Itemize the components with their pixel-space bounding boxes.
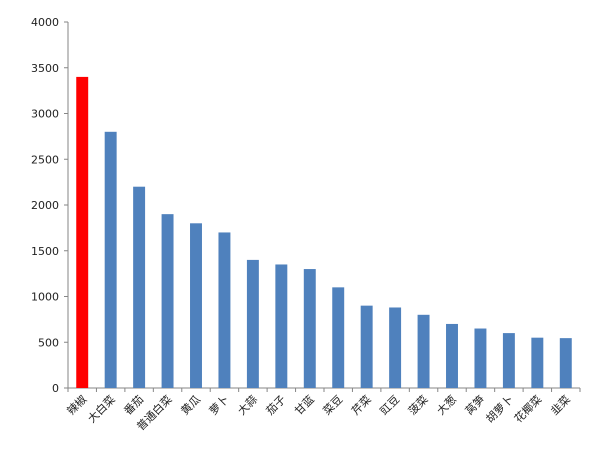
x-tick-label: 韭菜 [548, 393, 573, 418]
x-tick-label: 菠菜 [406, 393, 431, 418]
bar-12 [417, 314, 430, 388]
bar-1 [104, 131, 117, 389]
y-tick-label: 2000 [31, 199, 59, 212]
bar-10 [360, 305, 373, 388]
bar-8 [303, 269, 316, 388]
bar-5 [218, 232, 231, 388]
x-tick-label: 胡萝卜 [483, 392, 516, 425]
x-tick-label: 甘蓝 [292, 393, 317, 418]
x-tick-label: 大葱 [434, 392, 459, 417]
bar-7 [275, 264, 288, 388]
bar-13 [446, 323, 458, 388]
bar-11 [389, 307, 402, 388]
x-tick-label: 大蒜 [235, 392, 260, 417]
y-tick-label: 4000 [31, 16, 59, 29]
x-tick-label: 菜豆 [321, 393, 346, 418]
x-tick-label: 莴笋 [462, 392, 487, 417]
bar-15 [502, 333, 515, 388]
x-tick-label: 大白菜 [85, 392, 118, 425]
y-tick-label: 0 [52, 382, 59, 395]
bar-16 [531, 337, 544, 388]
bar-14 [474, 328, 487, 388]
x-tick-label: 辣椒 [64, 392, 89, 417]
bar-2 [133, 186, 146, 388]
y-tick-label: 1500 [31, 245, 59, 258]
x-tick-label: 芹菜 [349, 393, 374, 418]
bar-9 [332, 287, 345, 388]
y-tick-label: 3500 [31, 62, 59, 75]
bar-0 [76, 76, 89, 389]
y-tick-label: 1000 [31, 291, 59, 304]
x-tick-label: 花椰菜 [511, 392, 544, 425]
x-tick-label: 茄子 [263, 392, 288, 417]
bar-6 [246, 259, 259, 388]
y-tick-label: 3000 [31, 108, 59, 121]
y-tick-label: 500 [38, 336, 59, 349]
x-tick-label: 萝卜 [207, 393, 232, 418]
bar-4 [190, 223, 202, 388]
x-tick-label: 黄瓜 [178, 392, 203, 417]
x-tick-label: 豇豆 [377, 393, 402, 418]
bar-17 [559, 338, 572, 388]
x-tick-label: 番茄 [121, 392, 146, 417]
y-tick-label: 2500 [31, 153, 59, 166]
bar-3 [161, 214, 174, 388]
